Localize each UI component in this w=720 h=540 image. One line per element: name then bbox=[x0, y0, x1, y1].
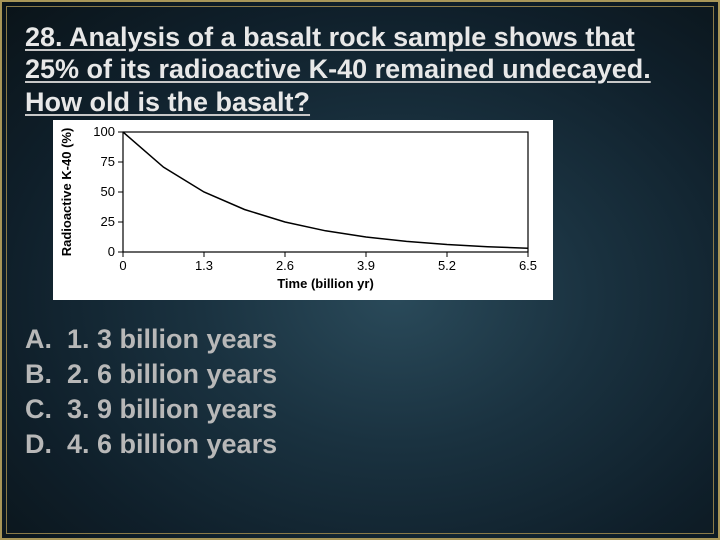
svg-text:100: 100 bbox=[93, 124, 115, 139]
decay-chart: 0 25 50 75 100 0 1.3 2.6 3.9 5.2 6.5 Radioactive K-… bbox=[53, 120, 553, 300]
answer-b: B. 2. 6 billion years bbox=[25, 357, 695, 392]
answer-c-letter: C. bbox=[25, 392, 67, 427]
answer-list: A. 1. 3 billion years B. 2. 6 billion ye… bbox=[25, 322, 695, 462]
svg-text:3.9: 3.9 bbox=[357, 258, 375, 273]
answer-a-text: 1. 3 billion years bbox=[67, 322, 277, 357]
svg-text:0: 0 bbox=[119, 258, 126, 273]
svg-text:0: 0 bbox=[108, 244, 115, 259]
answer-b-text: 2. 6 billion years bbox=[67, 357, 277, 392]
answer-c: C. 3. 9 billion years bbox=[25, 392, 695, 427]
answer-a-letter: A. bbox=[25, 322, 67, 357]
answer-d: D. 4. 6 billion years bbox=[25, 427, 695, 462]
slide-outer-border: 28. Analysis of a basalt rock sample sho… bbox=[0, 0, 720, 540]
svg-text:Time (billion yr): Time (billion yr) bbox=[277, 276, 374, 291]
svg-text:Radioactive K-40 (%): Radioactive K-40 (%) bbox=[59, 128, 74, 257]
svg-text:50: 50 bbox=[101, 184, 115, 199]
svg-text:6.5: 6.5 bbox=[519, 258, 537, 273]
svg-text:5.2: 5.2 bbox=[438, 258, 456, 273]
slide-inner-border: 28. Analysis of a basalt rock sample sho… bbox=[6, 6, 714, 534]
svg-text:1.3: 1.3 bbox=[195, 258, 213, 273]
svg-text:2.6: 2.6 bbox=[276, 258, 294, 273]
answer-b-letter: B. bbox=[25, 357, 67, 392]
answer-d-text: 4. 6 billion years bbox=[67, 427, 277, 462]
answer-c-text: 3. 9 billion years bbox=[67, 392, 277, 427]
question-text: 28. Analysis of a basalt rock sample sho… bbox=[25, 21, 695, 118]
svg-text:75: 75 bbox=[101, 154, 115, 169]
decay-chart-svg: 0 25 50 75 100 0 1.3 2.6 3.9 5.2 6.5 Radioactive K-… bbox=[53, 120, 553, 300]
answer-a: A. 1. 3 billion years bbox=[25, 322, 695, 357]
answer-d-letter: D. bbox=[25, 427, 67, 462]
svg-text:25: 25 bbox=[101, 214, 115, 229]
